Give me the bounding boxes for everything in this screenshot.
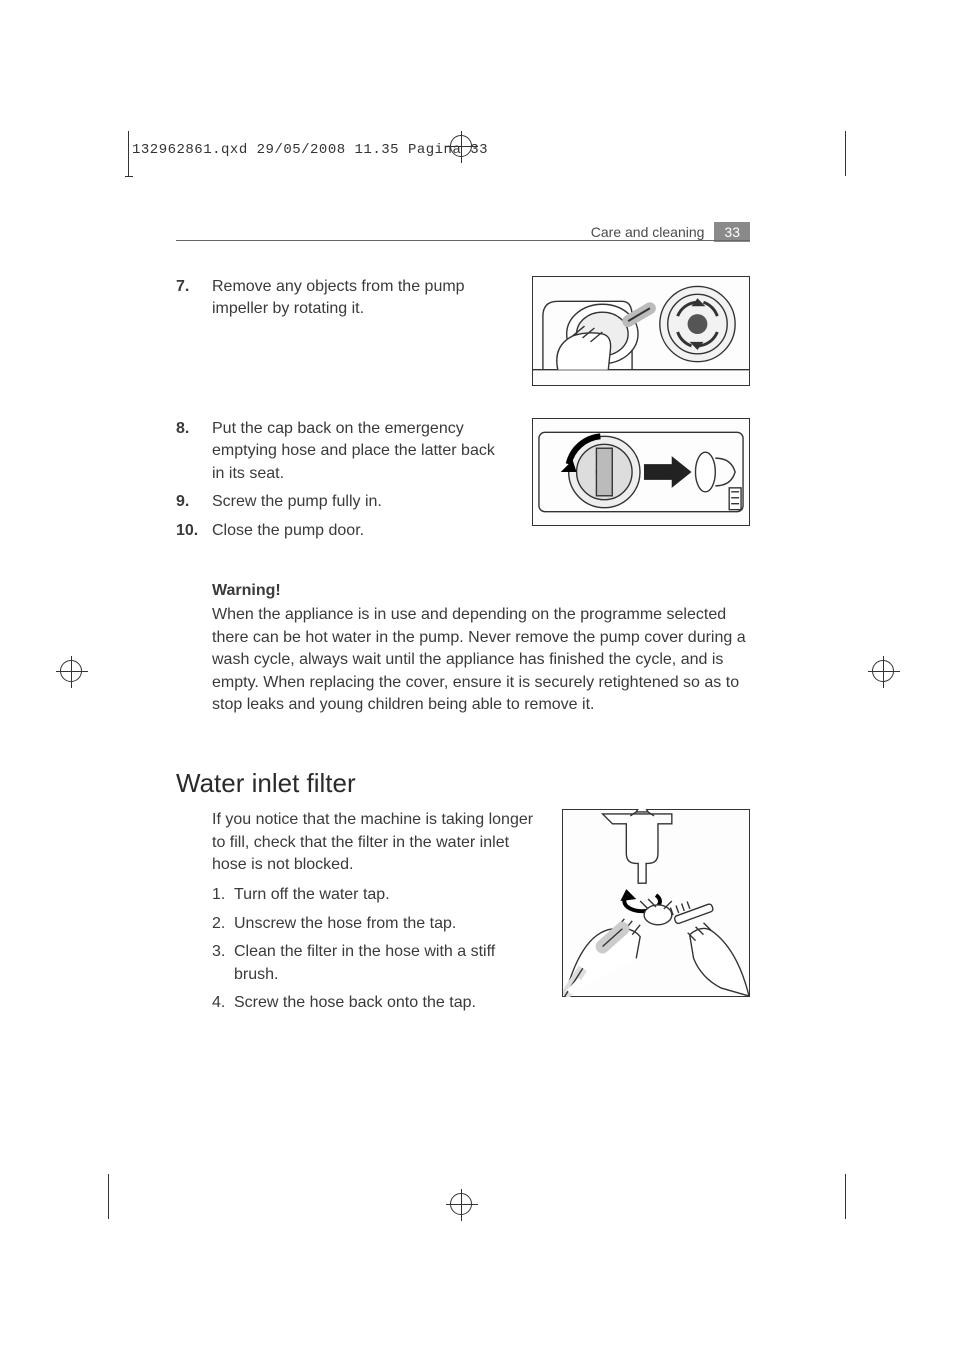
step-text: Clean the filter in the hose with a stif… <box>234 943 495 982</box>
page-number-badge: 33 <box>714 222 750 242</box>
warning-body: When the appliance is in use and dependi… <box>212 604 750 716</box>
step-item: 7. Remove any objects from the pump impe… <box>212 276 510 321</box>
step-block-7: 7. Remove any objects from the pump impe… <box>176 276 750 386</box>
section-title: Water inlet filter <box>176 768 750 799</box>
figure-pump-cap <box>532 418 750 526</box>
registration-mark-icon <box>450 1193 472 1215</box>
step-item: 9. Screw the pump fully in. <box>212 491 510 513</box>
step-number: 7. <box>176 276 189 298</box>
figure-inlet-filter <box>562 809 750 997</box>
step-text: Unscrew the hose from the tap. <box>234 915 456 932</box>
step-text: Turn off the water tap. <box>234 886 390 903</box>
step-number: 3. <box>212 941 225 963</box>
step-number: 10. <box>176 520 198 542</box>
pump-cap-illustration <box>533 418 749 526</box>
step-item: 10. Close the pump door. <box>212 520 510 542</box>
step-item: 8. Put the cap back on the emergency emp… <box>212 418 510 485</box>
running-head-section: Care and cleaning <box>591 224 705 240</box>
step-number: 4. <box>212 992 225 1014</box>
figure-pump-impeller <box>532 276 750 386</box>
inlet-intro: If you notice that the machine is taking… <box>212 809 540 876</box>
page-root: 132962861.qxd 29/05/2008 11.35 Pagina 33… <box>0 0 954 1350</box>
file-header: 132962861.qxd 29/05/2008 11.35 Pagina 33 <box>132 142 488 158</box>
inlet-step: 4. Screw the hose back onto the tap. <box>212 992 540 1014</box>
content-area: 7. Remove any objects from the pump impe… <box>176 276 750 1020</box>
step-text: Put the cap back on the emergency emptyi… <box>212 420 495 482</box>
inlet-step: 1. Turn off the water tap. <box>212 884 540 906</box>
running-head: Care and cleaning 33 <box>591 222 750 242</box>
step-block-8-10: 8. Put the cap back on the emergency emp… <box>176 418 750 548</box>
step-number: 9. <box>176 491 189 513</box>
registration-mark-icon <box>872 660 894 682</box>
step-number: 8. <box>176 418 189 440</box>
step-text: Remove any objects from the pump impelle… <box>212 278 465 317</box>
header-rule <box>176 240 750 241</box>
step-text: Close the pump door. <box>212 522 364 539</box>
step-text: Screw the pump fully in. <box>212 493 382 510</box>
warning-block: Warning! When the appliance is in use an… <box>176 580 750 716</box>
inlet-step: 2. Unscrew the hose from the tap. <box>212 913 540 935</box>
registration-mark-icon <box>60 660 82 682</box>
crop-mark <box>845 1174 846 1219</box>
inlet-block: If you notice that the machine is taking… <box>176 809 750 1020</box>
inlet-step: 3. Clean the filter in the hose with a st… <box>212 941 540 986</box>
crop-mark <box>845 131 846 176</box>
step-text: Screw the hose back onto the tap. <box>234 994 476 1011</box>
pump-impeller-illustration <box>533 276 749 386</box>
inlet-filter-illustration <box>563 809 749 997</box>
step-number: 2. <box>212 913 225 935</box>
warning-label: Warning! <box>212 580 750 602</box>
crop-mark <box>108 1174 109 1219</box>
step-number: 1. <box>212 884 225 906</box>
